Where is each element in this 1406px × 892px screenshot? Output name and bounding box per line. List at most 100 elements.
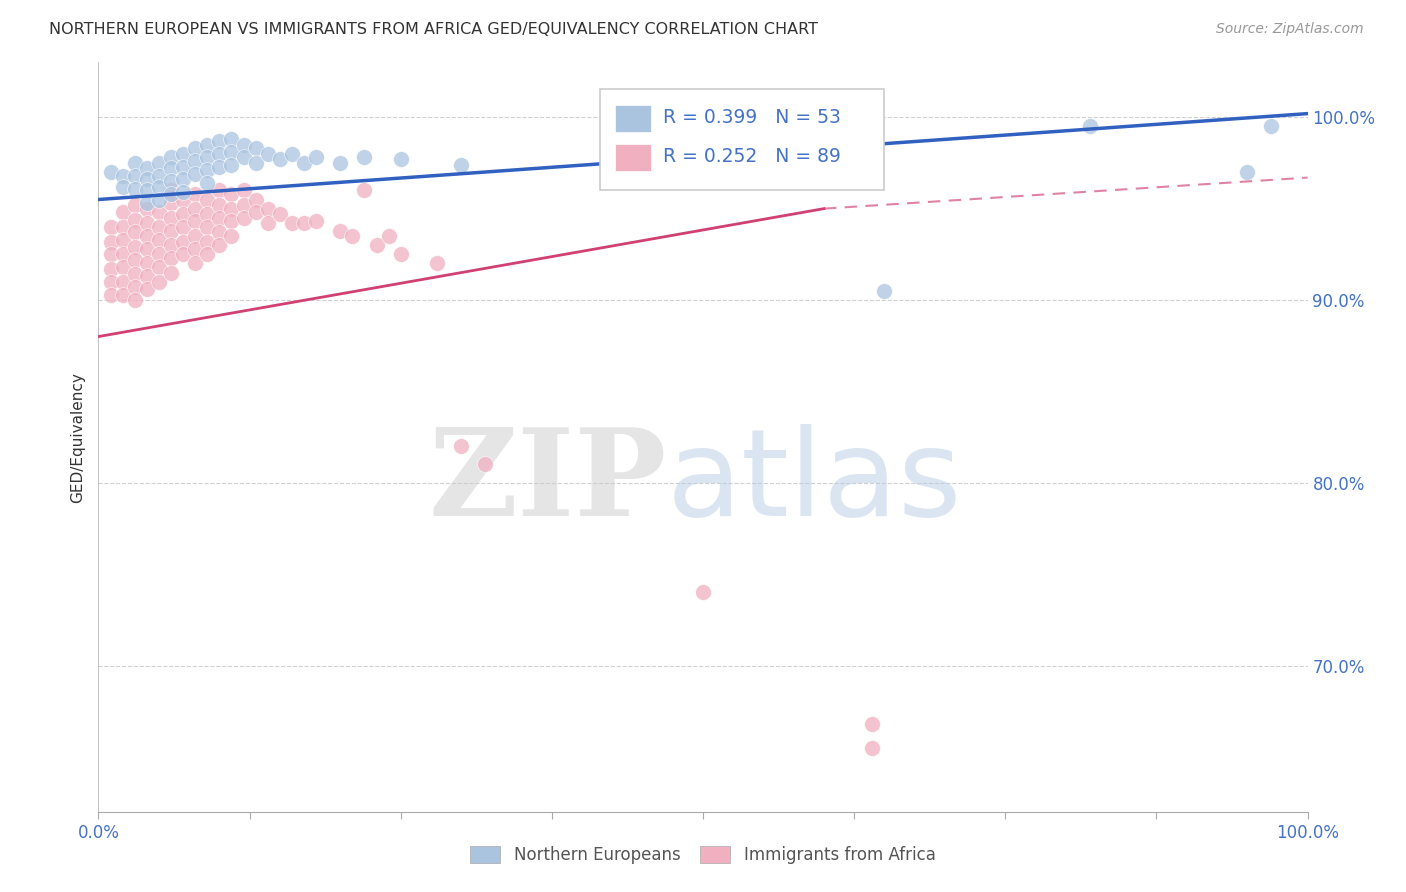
Point xyxy=(208,146,231,161)
Point xyxy=(353,151,375,165)
Point xyxy=(281,216,304,230)
Point xyxy=(221,158,243,172)
Point xyxy=(124,268,146,282)
Point xyxy=(148,205,170,219)
Bar xyxy=(614,145,651,171)
Point xyxy=(100,165,122,179)
Bar xyxy=(614,105,651,132)
Point xyxy=(160,174,183,188)
Point xyxy=(353,183,375,197)
Point xyxy=(245,141,267,155)
Point xyxy=(184,229,207,244)
Point xyxy=(208,198,231,212)
Point xyxy=(221,187,243,202)
Point xyxy=(100,235,122,249)
Point xyxy=(860,717,883,731)
Point xyxy=(221,145,243,159)
Point xyxy=(208,183,231,197)
Point xyxy=(245,193,267,207)
Point xyxy=(111,275,134,289)
Point xyxy=(160,251,183,265)
Text: Source: ZipAtlas.com: Source: ZipAtlas.com xyxy=(1216,22,1364,37)
Point xyxy=(100,275,122,289)
Point xyxy=(148,260,170,274)
Point xyxy=(269,207,291,221)
Point xyxy=(160,151,183,165)
Point xyxy=(160,211,183,225)
Point xyxy=(124,169,146,183)
Point xyxy=(135,196,157,211)
Point xyxy=(172,235,194,249)
Point xyxy=(329,156,352,170)
Point xyxy=(135,161,157,176)
Point xyxy=(281,146,304,161)
Point xyxy=(124,252,146,267)
Point xyxy=(111,233,134,247)
Point xyxy=(111,247,134,261)
Y-axis label: GED/Equivalency: GED/Equivalency xyxy=(70,372,86,502)
Point xyxy=(135,172,157,186)
Point xyxy=(172,185,194,199)
Point xyxy=(160,266,183,280)
Point xyxy=(100,287,122,301)
Point xyxy=(148,275,170,289)
Point xyxy=(426,256,449,270)
Point xyxy=(195,163,218,178)
Point xyxy=(184,242,207,256)
Point xyxy=(135,216,157,230)
Point xyxy=(111,179,134,194)
Point xyxy=(208,160,231,174)
Point xyxy=(195,176,218,190)
Point xyxy=(160,187,183,202)
Point xyxy=(692,585,714,599)
Point xyxy=(124,156,146,170)
Point xyxy=(160,223,183,237)
Point xyxy=(172,219,194,234)
Text: atlas: atlas xyxy=(666,424,962,541)
Point xyxy=(111,260,134,274)
Point xyxy=(232,183,254,197)
Point xyxy=(184,154,207,169)
Point xyxy=(124,240,146,254)
Point xyxy=(184,256,207,270)
Point xyxy=(221,214,243,228)
Point xyxy=(195,137,218,152)
Point xyxy=(232,198,254,212)
Point xyxy=(208,238,231,252)
Point xyxy=(172,146,194,161)
Point xyxy=(148,179,170,194)
Point xyxy=(124,226,146,240)
Point xyxy=(256,216,278,230)
Point xyxy=(873,284,896,298)
Point xyxy=(148,169,170,183)
Point xyxy=(135,256,157,270)
Point xyxy=(1078,120,1101,134)
Point xyxy=(366,238,388,252)
Point xyxy=(208,211,231,225)
Point xyxy=(450,439,472,453)
Point xyxy=(184,202,207,216)
Point xyxy=(860,740,883,755)
Point xyxy=(148,233,170,247)
Point xyxy=(135,202,157,216)
Point xyxy=(111,205,134,219)
Point xyxy=(269,153,291,167)
Point xyxy=(232,151,254,165)
Point xyxy=(100,262,122,277)
Point xyxy=(305,214,328,228)
Point xyxy=(389,153,412,167)
Point xyxy=(148,193,170,207)
Point xyxy=(195,193,218,207)
FancyBboxPatch shape xyxy=(600,88,884,190)
Point xyxy=(160,161,183,176)
Point xyxy=(111,219,134,234)
Point xyxy=(184,187,207,202)
Point xyxy=(221,132,243,146)
Point xyxy=(124,212,146,227)
Point xyxy=(111,287,134,301)
Point xyxy=(256,146,278,161)
Point xyxy=(256,202,278,216)
Point xyxy=(1236,165,1258,179)
Point xyxy=(124,198,146,212)
Point xyxy=(135,282,157,296)
